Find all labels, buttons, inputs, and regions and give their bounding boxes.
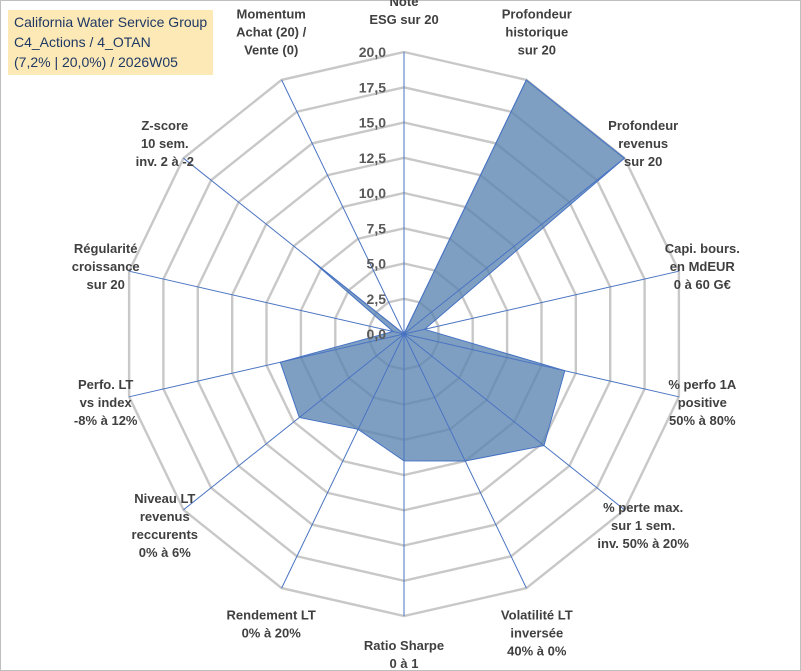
axis-label-6: Volatilité LT inversée 40% à 0% — [501, 608, 573, 659]
axis-label-12: Z-score 10 sem. inv. 2 à -2 — [136, 118, 194, 169]
axis-label-line: Ratio Sharpe — [364, 638, 444, 653]
radar-spokes — [128, 52, 680, 616]
axis-label-line: inv. 2 à -2 — [136, 154, 194, 169]
axis-label-0: Note ESG sur 20 — [369, 0, 438, 27]
axis-label-5: % perte max. sur 1 sem. inv. 50% à 20% — [597, 500, 689, 551]
axis-label-line: 50% à 80% — [669, 413, 736, 428]
axis-label-line: 0 à 60 G€ — [674, 277, 731, 292]
axis-label-line: Achat (20) / — [236, 24, 306, 39]
axis-label-line: croissance — [72, 259, 140, 274]
spoke-2 — [403, 157, 625, 335]
axis-label-7: Ratio Sharpe 0 à 1 — [364, 638, 444, 671]
tick-label: 20,0 — [359, 44, 386, 60]
axis-label-line: inv. 50% à 20% — [597, 536, 689, 551]
axis-label-line: 0% à 20% — [242, 626, 302, 641]
axis-label-line: Rendement LT — [227, 608, 316, 623]
series-area-0 — [279, 79, 626, 462]
spoke-5 — [403, 333, 625, 511]
axis-label-11: Régularité croissance sur 20 — [72, 241, 140, 292]
spoke-12 — [183, 157, 405, 335]
axis-label-10: Perfo. LT vs index -8% à 12% — [74, 377, 138, 428]
title-line-1: California Water Service Group — [14, 14, 208, 30]
spoke-9 — [183, 333, 405, 511]
axis-label-9: Niveau LT revenus reccurents 0% à 6% — [132, 491, 198, 560]
spoke-6 — [403, 333, 527, 589]
axis-label-line: Z-score — [141, 118, 188, 133]
tick-label: 0,0 — [367, 326, 387, 342]
axis-label-13: Momentum Achat (20) / Vente (0) — [236, 6, 306, 57]
spoke-3 — [403, 270, 680, 335]
axis-label-line: sur 20 — [624, 154, 662, 169]
axis-label-line: Note — [390, 0, 419, 9]
axis-label-line: Vente (0) — [244, 42, 298, 57]
radar-series — [279, 79, 626, 462]
title-line-3: (7,2% | 20,0%) / 2026W05 — [14, 54, 178, 70]
tick-label: 10,0 — [359, 185, 386, 201]
radar-tick-labels: 0,0 2,5 5,0 7,5 10,0 12,5 15,0 17,5 20,0 — [359, 44, 386, 342]
axis-label-1: Profondeur historique sur 20 — [502, 6, 572, 57]
radar-axis-labels: Note ESG sur 20 Profondeur historique sur 20… — [72, 0, 740, 671]
axis-label-line: reccurents — [132, 527, 198, 542]
axis-label-line: ESG sur 20 — [369, 12, 438, 27]
axis-label-line: 0% à 6% — [139, 545, 191, 560]
tick-label: 2,5 — [367, 291, 387, 307]
axis-label-line: inversée — [510, 626, 563, 641]
axis-label-line: Momentum — [237, 6, 306, 21]
chart-title-box: California Water Service Group C4_Action… — [8, 10, 214, 75]
spoke-13 — [281, 79, 405, 335]
spoke-10 — [128, 333, 405, 398]
axis-label-line: sur 20 — [87, 277, 125, 292]
spoke-11 — [128, 270, 405, 335]
tick-label: 7,5 — [367, 220, 387, 236]
axis-label-line: vs index — [80, 395, 133, 410]
axis-label-line: % perte max. — [603, 500, 683, 515]
axis-label-line: Profondeur — [502, 6, 572, 21]
axis-label-line: % perfo 1A — [668, 377, 737, 392]
tick-label: 15,0 — [359, 115, 386, 131]
axis-label-line: sur 1 sem. — [611, 518, 675, 533]
axis-label-line: Volatilité LT — [501, 608, 573, 623]
axis-label-line: Capi. bours. — [665, 241, 740, 256]
axis-label-line: 0 à 1 — [390, 656, 419, 671]
axis-label-line: -8% à 12% — [74, 413, 138, 428]
spoke-1 — [403, 79, 527, 335]
axis-label-2: Profondeur revenus sur 20 — [608, 118, 678, 169]
axis-label-line: 10 sem. — [141, 136, 189, 151]
axis-label-line: Niveau LT — [134, 491, 195, 506]
spoke-8 — [281, 333, 405, 589]
tick-label: 12,5 — [359, 150, 386, 166]
axis-label-4: % perfo 1A positive 50% à 80% — [668, 377, 737, 428]
tick-label: 17,5 — [359, 79, 386, 95]
axis-label-line: en MdEUR — [670, 259, 736, 274]
axis-label-line: Régularité — [74, 241, 138, 256]
tick-label: 5,0 — [367, 256, 387, 272]
axis-label-line: revenus — [618, 136, 668, 151]
axis-label-line: historique — [505, 24, 568, 39]
spoke-4 — [403, 333, 680, 398]
axis-label-line: revenus — [140, 509, 190, 524]
axis-label-8: Rendement LT 0% à 20% — [227, 608, 316, 641]
title-line-2: C4_Actions / 4_OTAN — [14, 34, 151, 50]
axis-label-line: Perfo. LT — [78, 377, 133, 392]
axis-label-line: Profondeur — [608, 118, 678, 133]
axis-label-3: Capi. bours. en MdEUR 0 à 60 G€ — [665, 241, 740, 292]
axis-label-line: sur 20 — [518, 42, 556, 57]
axis-label-line: 40% à 0% — [507, 644, 567, 659]
axis-label-line: positive — [678, 395, 727, 410]
